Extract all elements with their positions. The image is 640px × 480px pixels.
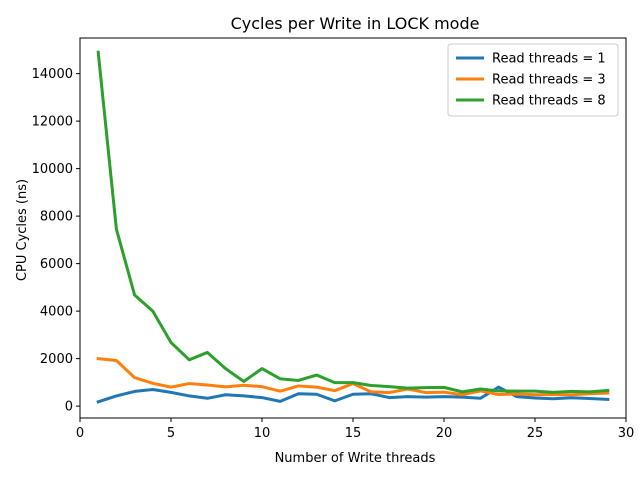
y-tick-label: 14000	[32, 67, 73, 82]
plot-area: 0 5 10 15 20 25 30 0 2000 4000 6000 8000 10000 12000 1…	[32, 37, 635, 441]
x-tick-label: 30	[618, 426, 635, 441]
y-tick-label: 8000	[40, 210, 73, 225]
legend-box	[447, 43, 619, 117]
x-tick-label: 0	[76, 426, 84, 441]
x-axis-label: Number of Write threads	[275, 451, 436, 466]
x-tick-label: 25	[527, 426, 544, 441]
x-tick-label: 20	[436, 426, 453, 441]
x-tick-label: 10	[254, 426, 271, 441]
legend: Read threads = 1 Read threads = 3 Read thr…	[447, 43, 619, 117]
y-axis-label: CPU Cycles (ns)	[15, 179, 30, 281]
series-line-1	[96, 385, 610, 404]
legend-label-3: Read threads = 8	[492, 94, 606, 109]
y-tick-label: 0	[65, 400, 73, 415]
y-tick-label: 4000	[40, 305, 73, 320]
legend-label-2: Read threads = 3	[492, 73, 606, 88]
y-tick-label: 10000	[32, 162, 73, 177]
y-tick-label: 6000	[40, 257, 73, 272]
series-line-3	[96, 50, 610, 394]
chart-title: Cycles per Write in LOCK mode	[231, 14, 480, 33]
y-tick-label: 12000	[32, 115, 73, 130]
legend-label-1: Read threads = 1	[492, 52, 606, 67]
y-tick-label: 2000	[40, 352, 73, 367]
x-tick-label: 15	[345, 426, 362, 441]
x-tick-label: 5	[167, 426, 175, 441]
